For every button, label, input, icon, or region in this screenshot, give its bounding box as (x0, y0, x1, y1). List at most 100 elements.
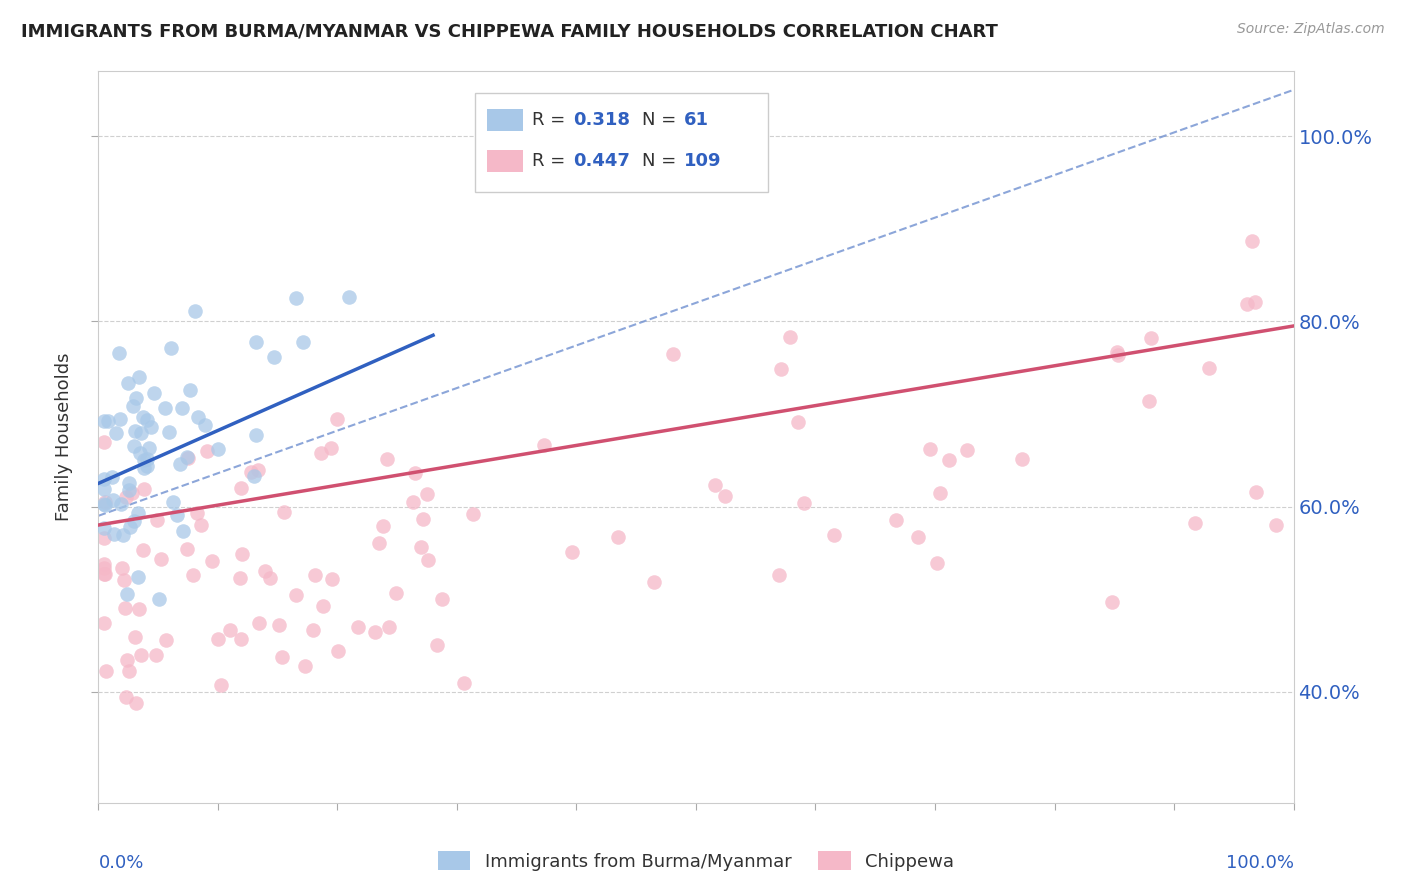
Point (128, 369, 150, 384)
Point (1244, 295, 1267, 310)
Point (170, 401, 193, 415)
Point (787, 415, 810, 429)
Point (1236, 297, 1258, 311)
Point (375, 452, 398, 467)
Point (768, 568, 790, 582)
Point (938, 453, 960, 467)
Point (179, 383, 201, 397)
Point (100, 470, 122, 484)
Point (1184, 516, 1206, 530)
Point (207, 442, 229, 456)
Point (127, 506, 149, 520)
Point (190, 518, 212, 533)
Point (1011, 451, 1033, 466)
Point (955, 442, 977, 457)
Point (172, 524, 194, 538)
Point (415, 487, 437, 501)
Point (253, 564, 276, 578)
Text: Source: ZipAtlas.com: Source: ZipAtlas.com (1237, 22, 1385, 37)
Point (319, 441, 342, 455)
Point (183, 304, 205, 318)
Point (231, 481, 253, 495)
Point (160, 341, 183, 355)
Point (1137, 393, 1160, 408)
Point (118, 664, 141, 678)
Point (136, 413, 159, 427)
Point (561, 545, 583, 559)
Point (1198, 361, 1220, 376)
Point (263, 350, 285, 364)
Point (138, 442, 160, 456)
Point (793, 496, 815, 510)
Point (661, 347, 683, 361)
Point (124, 514, 146, 528)
Point (112, 573, 135, 587)
Point (108, 412, 131, 426)
Point (132, 410, 155, 425)
Point (115, 491, 138, 505)
Point (1246, 484, 1268, 499)
Point (111, 561, 134, 575)
Point (145, 648, 167, 662)
Point (426, 638, 449, 652)
Point (337, 290, 360, 304)
Text: R =: R = (533, 152, 571, 169)
Point (132, 543, 155, 558)
Point (134, 461, 156, 475)
Point (103, 492, 125, 507)
Point (302, 623, 325, 637)
FancyBboxPatch shape (475, 94, 768, 192)
Point (231, 547, 253, 561)
Point (285, 588, 308, 602)
Point (229, 571, 252, 585)
Y-axis label: Family Households: Family Households (55, 353, 73, 521)
FancyBboxPatch shape (486, 110, 523, 131)
Point (128, 446, 150, 460)
Point (103, 527, 125, 541)
Point (148, 592, 170, 607)
Point (326, 412, 349, 426)
Point (176, 450, 198, 464)
Point (1105, 344, 1128, 359)
Point (93, 435, 115, 450)
Point (115, 587, 138, 601)
Point (97, 414, 120, 428)
Point (149, 551, 172, 566)
Point (453, 676, 475, 690)
Point (463, 507, 485, 521)
Point (118, 475, 141, 490)
Point (166, 508, 188, 522)
Point (124, 630, 146, 644)
Point (125, 696, 148, 710)
Point (704, 477, 727, 491)
Point (93, 561, 115, 575)
Point (218, 623, 240, 637)
Point (127, 570, 149, 584)
Point (132, 482, 155, 496)
Point (128, 601, 150, 615)
Point (321, 572, 343, 586)
Point (155, 632, 177, 647)
Point (209, 678, 232, 692)
Point (385, 586, 408, 600)
Text: IMMIGRANTS FROM BURMA/MYANMAR VS CHIPPEWA FAMILY HOUSEHOLDS CORRELATION CHART: IMMIGRANTS FROM BURMA/MYANMAR VS CHIPPEW… (21, 22, 998, 40)
Point (183, 567, 205, 582)
Point (378, 620, 401, 634)
Point (779, 330, 801, 344)
Point (533, 438, 555, 452)
Point (1240, 234, 1263, 248)
Point (929, 486, 952, 500)
Point (907, 530, 929, 544)
Point (93, 497, 115, 511)
Point (117, 376, 139, 390)
Point (713, 490, 735, 504)
Point (409, 540, 432, 554)
Point (245, 334, 267, 349)
Point (110, 497, 132, 511)
Point (607, 530, 630, 544)
Point (162, 495, 184, 509)
Point (122, 399, 145, 413)
Point (118, 520, 141, 534)
Point (195, 444, 218, 458)
Point (104, 426, 127, 441)
